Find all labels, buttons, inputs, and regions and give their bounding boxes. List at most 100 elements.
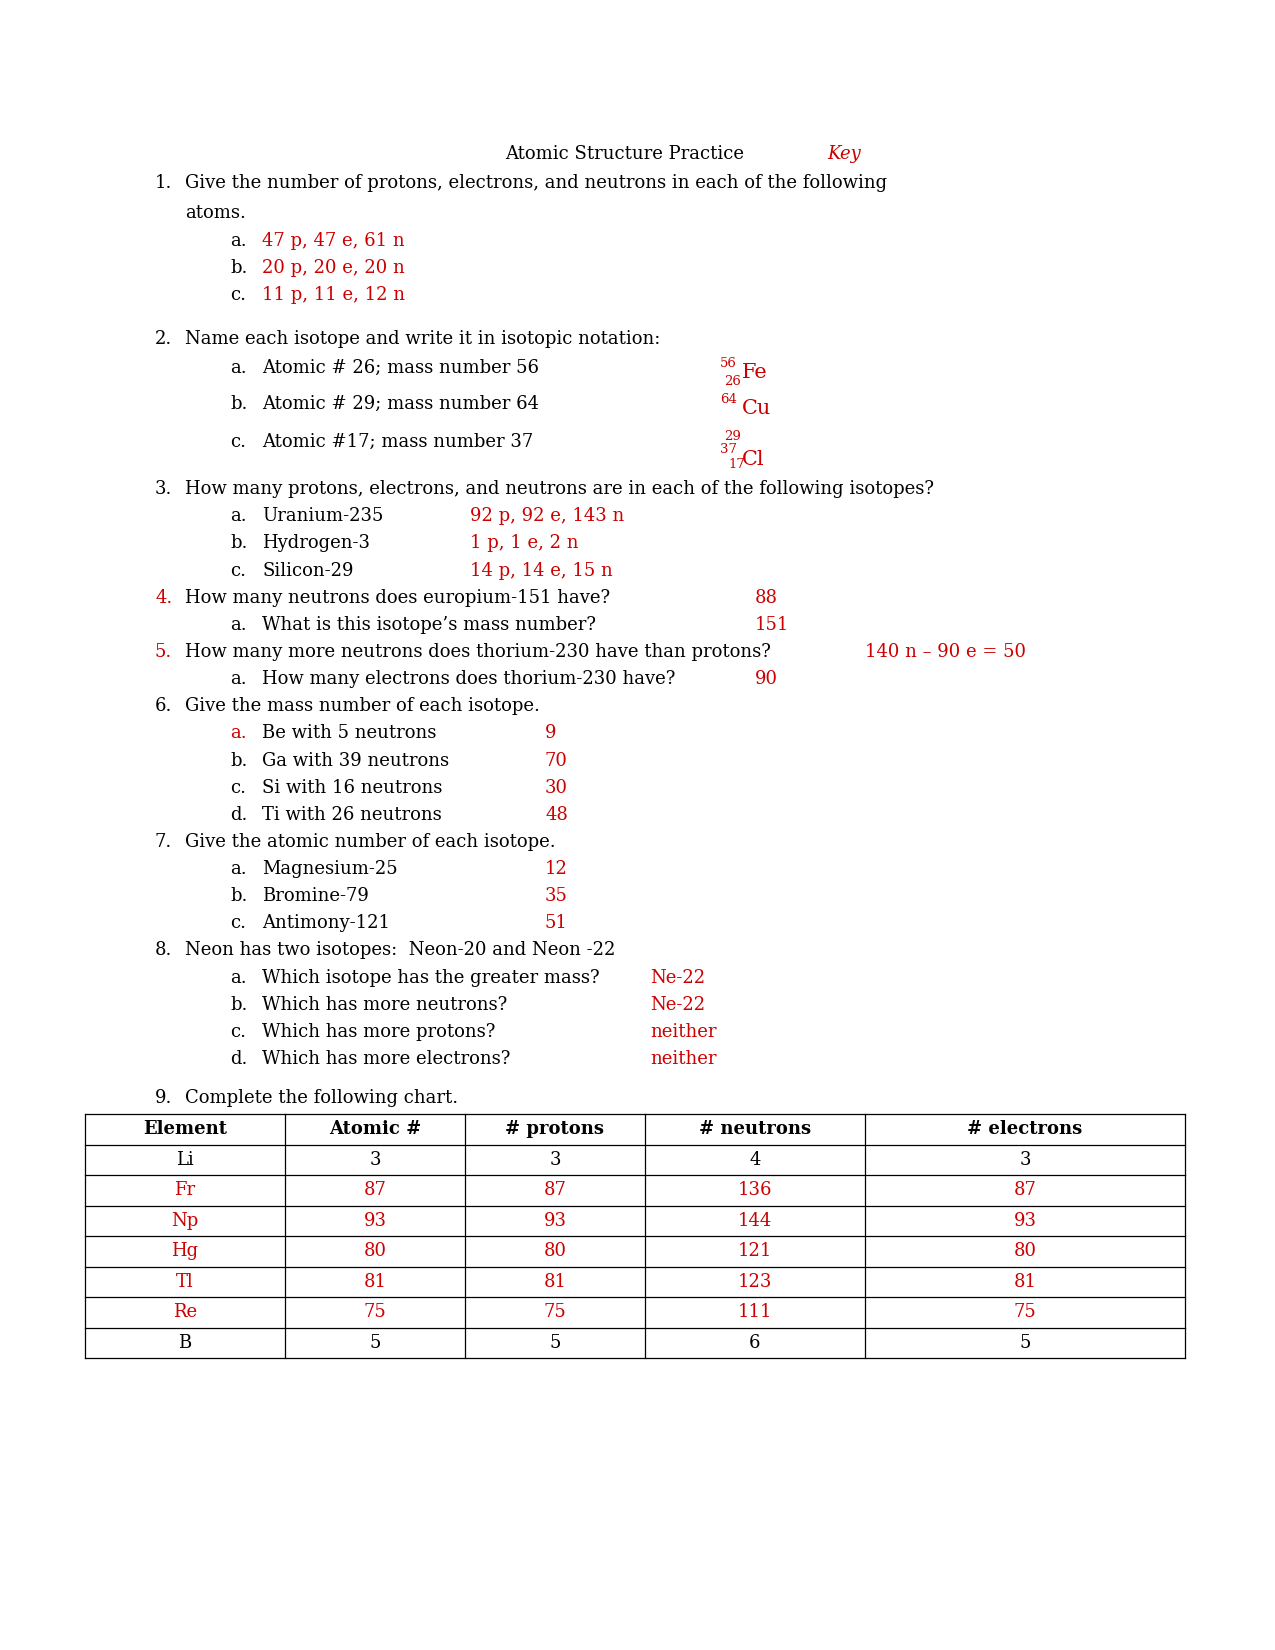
Text: a.: a. <box>230 969 246 987</box>
Text: Be with 5 neutrons: Be with 5 neutrons <box>261 724 436 742</box>
Text: b.: b. <box>230 535 247 553</box>
Text: 80: 80 <box>543 1242 566 1261</box>
Text: 2.: 2. <box>156 330 172 348</box>
Text: Fr: Fr <box>175 1181 195 1200</box>
Text: What is this isotope’s mass number?: What is this isotope’s mass number? <box>261 615 595 634</box>
Text: How many electrons does thorium-230 have?: How many electrons does thorium-230 have… <box>261 670 676 688</box>
Text: 121: 121 <box>738 1242 773 1261</box>
Text: Cu: Cu <box>742 399 771 417</box>
Text: How many neutrons does europium-151 have?: How many neutrons does europium-151 have… <box>185 589 611 607</box>
Text: Li: Li <box>176 1150 194 1168</box>
Text: 140 n – 90 e = 50: 140 n – 90 e = 50 <box>864 644 1026 662</box>
Text: # electrons: # electrons <box>968 1120 1082 1138</box>
Text: How many protons, electrons, and neutrons are in each of the following isotopes?: How many protons, electrons, and neutron… <box>185 480 935 498</box>
Text: 80: 80 <box>363 1242 386 1261</box>
Text: Atomic # 29; mass number 64: Atomic # 29; mass number 64 <box>261 394 539 412</box>
Text: a.: a. <box>230 670 246 688</box>
Text: 3: 3 <box>370 1150 381 1168</box>
Text: b.: b. <box>230 394 247 412</box>
Text: a.: a. <box>230 233 246 251</box>
Text: 136: 136 <box>738 1181 773 1200</box>
Text: Hg: Hg <box>171 1242 199 1261</box>
Text: d.: d. <box>230 805 247 823</box>
Text: 123: 123 <box>738 1272 773 1290</box>
Text: 3: 3 <box>550 1150 561 1168</box>
Text: Fe: Fe <box>742 363 768 383</box>
Text: 9: 9 <box>544 724 556 742</box>
Text: 20 p, 20 e, 20 n: 20 p, 20 e, 20 n <box>261 259 404 277</box>
Text: 3.: 3. <box>156 480 172 498</box>
Text: 14 p, 14 e, 15 n: 14 p, 14 e, 15 n <box>470 561 613 579</box>
Text: b.: b. <box>230 997 247 1013</box>
Text: Bromine-79: Bromine-79 <box>261 888 368 906</box>
Text: neither: neither <box>650 1049 717 1068</box>
Text: 37: 37 <box>720 444 737 455</box>
Text: 1.: 1. <box>156 175 172 193</box>
Text: c.: c. <box>230 432 246 450</box>
Text: 9.: 9. <box>156 1089 172 1107</box>
Text: 8.: 8. <box>156 942 172 960</box>
Text: 144: 144 <box>738 1211 773 1229</box>
Text: Atomic Structure Practice: Atomic Structure Practice <box>505 145 750 163</box>
Text: 81: 81 <box>543 1272 566 1290</box>
Text: Atomic #: Atomic # <box>329 1120 421 1138</box>
Text: 3: 3 <box>1019 1150 1030 1168</box>
Text: 88: 88 <box>755 589 778 607</box>
Text: Which isotope has the greater mass?: Which isotope has the greater mass? <box>261 969 599 987</box>
Text: Magnesium-25: Magnesium-25 <box>261 860 398 878</box>
Text: Give the number of protons, electrons, and neutrons in each of the following: Give the number of protons, electrons, a… <box>185 175 887 193</box>
Text: 64: 64 <box>720 393 737 406</box>
Text: 12: 12 <box>544 860 567 878</box>
Text: 70: 70 <box>544 751 567 769</box>
Text: Ti with 26 neutrons: Ti with 26 neutrons <box>261 805 441 823</box>
Text: a.: a. <box>230 507 246 525</box>
Text: Name each isotope and write it in isotopic notation:: Name each isotope and write it in isotop… <box>185 330 660 348</box>
Text: Si with 16 neutrons: Si with 16 neutrons <box>261 779 442 797</box>
Text: b.: b. <box>230 888 247 906</box>
Text: 87: 87 <box>543 1181 566 1200</box>
Text: Atomic #17; mass number 37: Atomic #17; mass number 37 <box>261 432 533 450</box>
Text: Key: Key <box>827 145 861 163</box>
Text: Antimony-121: Antimony-121 <box>261 914 390 932</box>
Text: 87: 87 <box>1014 1181 1037 1200</box>
Text: 47 p, 47 e, 61 n: 47 p, 47 e, 61 n <box>261 233 404 251</box>
Text: Silicon-29: Silicon-29 <box>261 561 353 579</box>
Text: Which has more protons?: Which has more protons? <box>261 1023 496 1041</box>
Text: 4.: 4. <box>156 589 172 607</box>
Text: 26: 26 <box>724 376 741 388</box>
Text: 80: 80 <box>1014 1242 1037 1261</box>
Text: 93: 93 <box>363 1211 386 1229</box>
Text: atoms.: atoms. <box>185 205 246 223</box>
Text: a.: a. <box>230 615 246 634</box>
Text: Which has more electrons?: Which has more electrons? <box>261 1049 510 1068</box>
Text: 151: 151 <box>755 615 789 634</box>
Text: 5.: 5. <box>156 644 172 662</box>
Text: # protons: # protons <box>505 1120 604 1138</box>
Text: Ne-22: Ne-22 <box>650 969 705 987</box>
Text: 6: 6 <box>750 1333 761 1351</box>
Text: 1 p, 1 e, 2 n: 1 p, 1 e, 2 n <box>470 535 579 553</box>
Text: 30: 30 <box>544 779 567 797</box>
Text: c.: c. <box>230 779 246 797</box>
Text: a.: a. <box>230 360 246 378</box>
Text: 17: 17 <box>728 459 745 470</box>
Text: c.: c. <box>230 287 246 304</box>
Text: 35: 35 <box>544 888 567 906</box>
Text: 4: 4 <box>750 1150 761 1168</box>
Text: neither: neither <box>650 1023 717 1041</box>
Text: Re: Re <box>173 1304 198 1322</box>
Text: 29: 29 <box>724 431 741 442</box>
Text: Which has more neutrons?: Which has more neutrons? <box>261 997 507 1013</box>
Text: Atomic # 26; mass number 56: Atomic # 26; mass number 56 <box>261 360 539 378</box>
Text: Ne-22: Ne-22 <box>650 997 705 1013</box>
Text: 90: 90 <box>755 670 778 688</box>
Text: 81: 81 <box>363 1272 386 1290</box>
Text: 93: 93 <box>543 1211 566 1229</box>
Text: B: B <box>179 1333 191 1351</box>
Text: Np: Np <box>171 1211 199 1229</box>
Text: c.: c. <box>230 914 246 932</box>
Text: 81: 81 <box>1014 1272 1037 1290</box>
Text: c.: c. <box>230 561 246 579</box>
Text: Uranium-235: Uranium-235 <box>261 507 384 525</box>
Text: 111: 111 <box>738 1304 773 1322</box>
